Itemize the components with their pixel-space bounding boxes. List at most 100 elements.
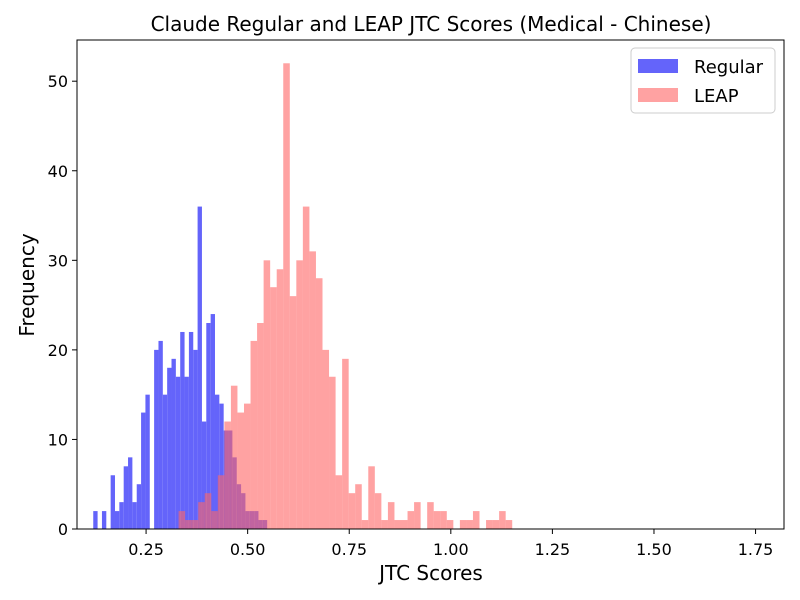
leap-bar bbox=[329, 376, 336, 529]
leap-bar bbox=[459, 520, 467, 529]
leap-bar bbox=[322, 349, 330, 529]
legend-swatch-leap bbox=[638, 88, 678, 102]
regular-bar bbox=[171, 358, 176, 529]
regular-bar bbox=[188, 331, 194, 529]
leap-bar bbox=[466, 520, 473, 529]
leap-bar bbox=[302, 206, 310, 529]
leap-bar bbox=[217, 475, 225, 529]
regular-bar bbox=[167, 367, 172, 529]
leap-bar bbox=[244, 403, 251, 529]
regular-bar bbox=[184, 376, 189, 529]
y-axis-ticks: 0 10 20 30 40 50 bbox=[48, 72, 77, 539]
leap-bar bbox=[348, 493, 356, 529]
leap-bar bbox=[342, 358, 349, 529]
leap-bar bbox=[283, 63, 290, 529]
leap-bar bbox=[276, 269, 284, 529]
leap-bar bbox=[472, 511, 480, 529]
y-tick-label: 10 bbox=[48, 430, 68, 449]
leap-bar bbox=[492, 520, 500, 529]
regular-bar bbox=[175, 376, 181, 529]
leap-bar bbox=[368, 466, 375, 529]
regular-bar bbox=[154, 349, 159, 529]
leap-bar bbox=[224, 421, 231, 529]
regular-bar bbox=[114, 511, 120, 529]
regular-bar bbox=[132, 502, 137, 529]
regular-bar bbox=[110, 475, 115, 529]
y-tick-label: 50 bbox=[48, 72, 68, 91]
leap-bar bbox=[414, 502, 421, 529]
y-tick-label: 20 bbox=[48, 341, 68, 360]
leap-bar bbox=[486, 520, 493, 529]
regular-bar bbox=[210, 314, 215, 529]
x-tick-label: 0.50 bbox=[230, 540, 266, 559]
legend: Regular LEAP bbox=[630, 47, 776, 114]
leap-bar bbox=[407, 511, 415, 529]
regular-bar bbox=[162, 394, 168, 529]
y-tick-label: 40 bbox=[48, 162, 68, 181]
leap-bar bbox=[361, 520, 369, 529]
leap-bar bbox=[257, 323, 264, 529]
regular-bar bbox=[145, 394, 150, 529]
x-tick-label: 0.25 bbox=[128, 540, 164, 559]
x-tick-label: 1.00 bbox=[433, 540, 469, 559]
regular-bar bbox=[123, 466, 129, 529]
leap-bar bbox=[198, 502, 205, 529]
chart-title: Claude Regular and LEAP JTC Scores (Medi… bbox=[151, 12, 712, 36]
leap-bar bbox=[446, 520, 454, 529]
regular-bar bbox=[141, 412, 146, 529]
leap-bar bbox=[335, 475, 343, 529]
leap-bar bbox=[250, 340, 258, 529]
leap-bar bbox=[401, 520, 408, 529]
leap-bar bbox=[309, 251, 316, 530]
x-tick-label: 1.50 bbox=[636, 540, 672, 559]
y-tick-label: 0 bbox=[58, 520, 68, 539]
regular-bar bbox=[180, 331, 185, 529]
regular-bar bbox=[101, 511, 107, 529]
leap-bar bbox=[505, 520, 513, 529]
y-tick-label: 30 bbox=[48, 251, 68, 270]
x-axis-ticks: 0.25 0.50 0.75 1.00 1.25 1.50 1.75 bbox=[128, 529, 773, 559]
leap-bar bbox=[394, 520, 401, 529]
leap-bar bbox=[185, 520, 192, 529]
leap-bar bbox=[289, 296, 297, 529]
leap-bar bbox=[433, 511, 441, 529]
regular-bar bbox=[128, 457, 133, 529]
legend-label-regular: Regular bbox=[694, 57, 764, 78]
leap-bar bbox=[296, 260, 303, 529]
leap-bar bbox=[237, 412, 244, 529]
regular-bar bbox=[193, 349, 198, 529]
leap-bar bbox=[387, 502, 395, 529]
leap-bar bbox=[499, 511, 506, 529]
leap-bar bbox=[315, 278, 323, 529]
plot-frame bbox=[76, 39, 785, 530]
regular-bar bbox=[136, 484, 142, 529]
leap-bar bbox=[381, 520, 388, 529]
leap-bar bbox=[178, 511, 186, 529]
regular-bar bbox=[201, 421, 207, 529]
regular-bar bbox=[93, 511, 98, 529]
leap-bar bbox=[263, 260, 271, 529]
regular-bar bbox=[219, 403, 224, 529]
legend-swatch-regular bbox=[638, 59, 678, 73]
leap-bar bbox=[191, 520, 199, 529]
x-tick-label: 0.75 bbox=[331, 540, 367, 559]
leap-bar bbox=[270, 287, 277, 529]
leap-bars bbox=[178, 63, 513, 530]
leap-bar bbox=[204, 493, 212, 529]
regular-bar bbox=[158, 340, 163, 529]
leap-bar bbox=[230, 385, 238, 529]
leap-bar bbox=[427, 502, 434, 529]
x-tick-label: 1.25 bbox=[535, 540, 571, 559]
legend-label-leap: LEAP bbox=[694, 86, 739, 107]
y-axis-label: Frequency bbox=[15, 233, 39, 336]
leap-bar bbox=[374, 493, 382, 529]
regular-bar bbox=[206, 323, 211, 529]
x-tick-label: 1.75 bbox=[738, 540, 774, 559]
leap-bar bbox=[440, 511, 447, 529]
leap-bar bbox=[211, 511, 218, 529]
regular-bar bbox=[214, 394, 220, 529]
regular-bar bbox=[119, 502, 124, 529]
x-axis-label: JTC Scores bbox=[377, 561, 483, 585]
regular-bar bbox=[197, 206, 202, 529]
